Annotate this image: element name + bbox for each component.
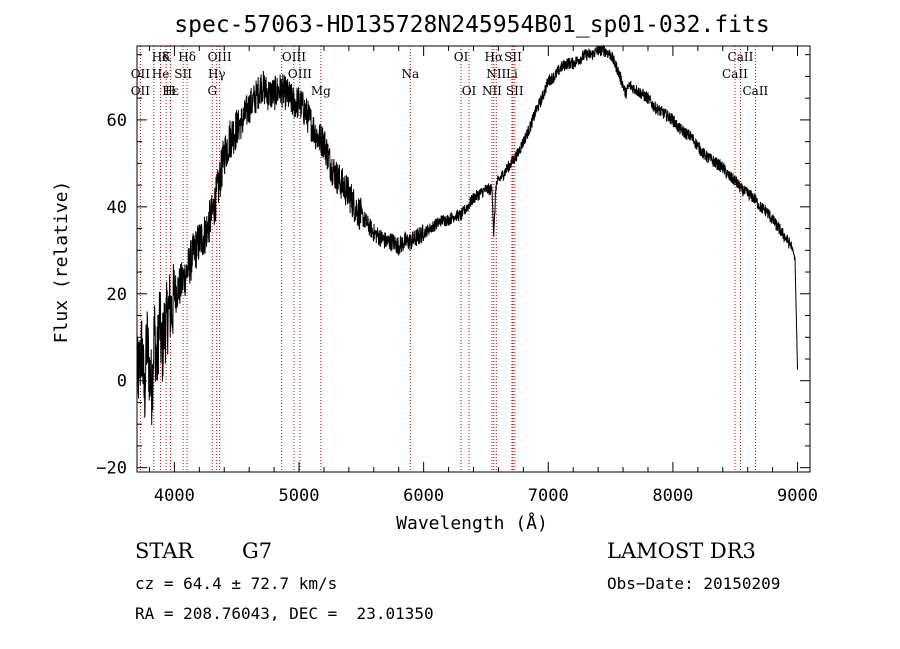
- x-axis-label: Wavelength (Å): [396, 512, 548, 534]
- spectral-line-label: K: [162, 50, 172, 64]
- spectral-line-label: SII: [174, 67, 192, 81]
- x-tick-label: 7000: [528, 486, 569, 506]
- spectral-line-label: SII: [504, 50, 522, 64]
- x-tick-label: 6000: [403, 486, 444, 506]
- y-tick-label: 60: [107, 111, 127, 131]
- spectral-line-label: G: [207, 84, 217, 98]
- y-tick-label: 0: [117, 372, 127, 392]
- x-tick-label: 8000: [652, 486, 693, 506]
- spectral-line-label: NII: [482, 84, 502, 98]
- spectral-line-label: OII: [131, 67, 151, 81]
- spectral-line-label: SII: [506, 84, 524, 98]
- spectral-line-label: H: [165, 84, 175, 98]
- spectral-line-label: Hγ: [208, 67, 226, 81]
- spectral-line-label: NII: [486, 67, 506, 81]
- survey-name: LAMOST DR3: [607, 539, 756, 563]
- x-axis-ticks: 4000 5000 6000 7000 8000 9000: [148, 46, 818, 506]
- spectral-line-label: Hε: [162, 84, 179, 98]
- spectral-line-label: OI: [454, 50, 469, 64]
- object-type: STAR: [135, 539, 194, 563]
- spectral-line-label: OII: [131, 84, 151, 98]
- chart-title: spec-57063-HD135728N245954B01_sp01-032.f…: [174, 12, 769, 38]
- spectral-line-label: Na: [401, 67, 419, 81]
- spectral-line-label: Hα: [485, 50, 504, 64]
- flux-series-line: [136, 44, 798, 426]
- spectral-line-label: Hδ: [178, 50, 196, 64]
- spectral-line-label: CaII: [742, 84, 768, 98]
- object-subclass: G7: [242, 539, 273, 563]
- spectral-line-label: Hδ: [152, 50, 170, 64]
- x-tick-label: 5000: [279, 486, 320, 506]
- spectral-line-label: Li: [506, 67, 518, 81]
- spectral-line-markers: [139, 46, 756, 472]
- redshift-velocity: cz = 64.4 ± 72.7 km/s: [135, 574, 338, 593]
- y-axis-ticks: −20 0 20 40 60: [96, 54, 810, 479]
- spectral-line-label: OIII: [208, 50, 232, 64]
- y-tick-label: 20: [107, 285, 127, 305]
- observation-date: Obs−Date: 20150209: [607, 574, 781, 593]
- spectral-line-label: CaII: [728, 50, 754, 64]
- x-tick-label: 4000: [154, 486, 195, 506]
- x-tick-label: 9000: [777, 486, 818, 506]
- spectral-line-label: Mg: [311, 84, 331, 98]
- coordinates: RA = 208.76043, DEC = 23.01350: [135, 604, 434, 623]
- spectral-line-label: OIII: [288, 67, 312, 81]
- plot-frame: [136, 45, 811, 473]
- spectral-line-label: OI: [462, 84, 477, 98]
- spectral-line-label: CaII: [722, 67, 748, 81]
- y-tick-label: 40: [107, 198, 127, 218]
- spectral-line-label: OIII: [282, 50, 306, 64]
- y-axis-label: Flux (relative): [51, 181, 72, 344]
- y-tick-label: −20: [96, 459, 127, 479]
- spectral-line-label: He: [152, 67, 170, 81]
